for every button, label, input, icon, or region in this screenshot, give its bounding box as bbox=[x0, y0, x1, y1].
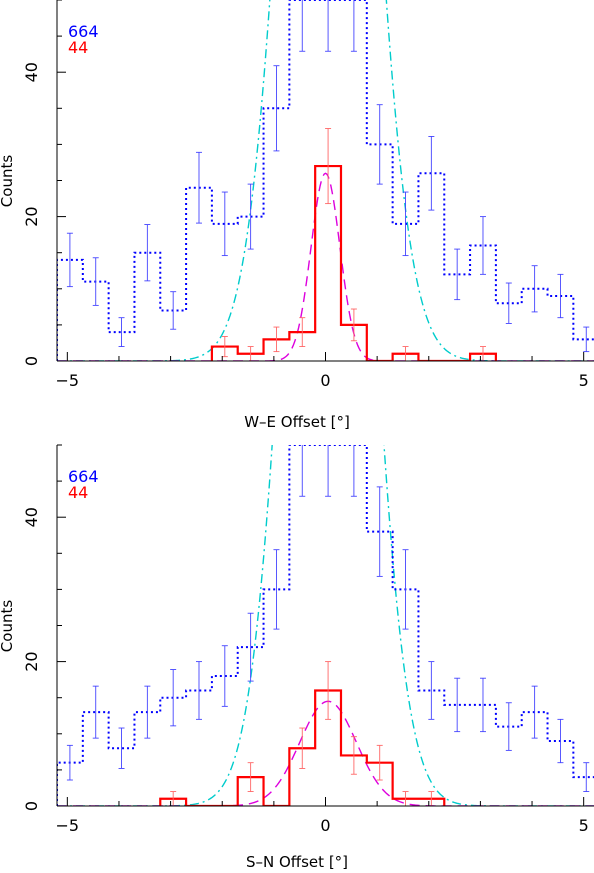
legend-entry-red: 44 bbox=[68, 483, 88, 502]
histogram-series-664 bbox=[57, 0, 594, 361]
legend-entry-red: 44 bbox=[68, 38, 88, 57]
y-tick-label: 20 bbox=[22, 206, 41, 226]
x-tick-label: 5 bbox=[579, 371, 589, 390]
x-tick-label: 0 bbox=[320, 371, 330, 390]
y-tick-label: 40 bbox=[22, 62, 41, 82]
legend-entry-blue: 664 bbox=[68, 467, 99, 486]
x-tick-label: 0 bbox=[320, 816, 330, 835]
fit-curve-magenta bbox=[57, 172, 594, 361]
histogram-series-664 bbox=[57, 445, 594, 806]
fit-curve-magenta bbox=[57, 700, 594, 806]
fit-curve-cyan bbox=[57, 445, 594, 806]
y-axis-label: Counts bbox=[0, 600, 16, 653]
chart-panel-top: 664 44 W–E Offset [°] Counts −5 0 5 0 20 40 bbox=[0, 0, 594, 431]
fit-curve-cyan bbox=[57, 0, 594, 361]
x-axis-label: S–N Offset [°] bbox=[246, 853, 348, 871]
y-tick-label: 20 bbox=[22, 651, 41, 671]
x-tick-label: −5 bbox=[56, 371, 80, 390]
legend-entry-blue: 664 bbox=[68, 22, 99, 41]
x-tick-label: −5 bbox=[56, 816, 80, 835]
y-tick-label: 0 bbox=[22, 356, 41, 366]
histogram-series-44 bbox=[210, 164, 497, 361]
plot-area bbox=[57, 0, 594, 361]
y-tick-label: 40 bbox=[22, 507, 41, 527]
plot-area bbox=[57, 445, 594, 806]
y-tick-label: 0 bbox=[22, 801, 41, 811]
y-axis-label: Counts bbox=[0, 155, 16, 208]
x-axis-label: W–E Offset [°] bbox=[244, 413, 350, 431]
x-tick-label: 5 bbox=[579, 816, 589, 835]
